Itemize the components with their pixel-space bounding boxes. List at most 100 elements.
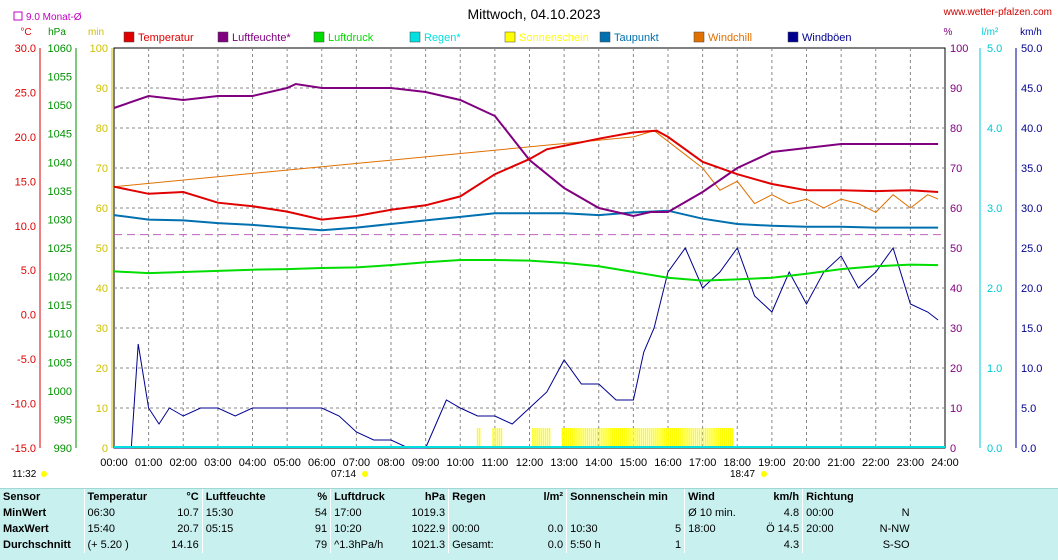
axis-ticks: 30.0 25.0 20.0 15.0 10.0 5.0 0.0 -5.0 -10.0 -15.0… xyxy=(11,43,1043,469)
sunrise-icon xyxy=(362,471,368,477)
time-tick-label: 24:00 xyxy=(931,457,959,469)
hum-tick-label: 100 xyxy=(950,43,968,55)
time-tick-label: 17:00 xyxy=(689,457,717,469)
temp-tick-label: 0.0 xyxy=(21,310,36,322)
temp-tick-label: -5.0 xyxy=(17,354,36,366)
row-label: MaxWert xyxy=(3,523,49,535)
temp-unit: °C xyxy=(20,27,31,38)
wind-tick-label: 50.0 xyxy=(1021,43,1042,55)
time-tick-label: 07:00 xyxy=(343,457,371,469)
hum-time xyxy=(201,537,269,553)
press-tick-label: 1035 xyxy=(48,186,72,198)
rain-value xyxy=(515,505,567,521)
legend-swatch xyxy=(787,31,799,43)
time-tick-label: 09:00 xyxy=(412,457,440,469)
time-tick-label: 02:00 xyxy=(169,457,197,469)
moonrise-icon xyxy=(41,471,47,477)
legend-swatch xyxy=(217,31,229,43)
legend: Temperatur Luftfeuchte* Luftdruck Regen* Son… xyxy=(123,31,852,44)
min-tick-label: 40 xyxy=(96,283,108,295)
series-line-luftdruck xyxy=(113,259,939,282)
press-tick-label: 1060 xyxy=(48,43,72,55)
hum-unit: % xyxy=(944,27,953,38)
site-link[interactable]: www.wetter-pfalzen.com xyxy=(943,7,1052,18)
chart-title: Mittwoch, 04.10.2023 xyxy=(467,6,600,22)
wind-value: Ö 14.5 xyxy=(766,523,800,535)
press-tick-label: 1020 xyxy=(48,272,72,284)
press-tick-label: 1045 xyxy=(48,129,72,141)
sun-time: 5:50 h xyxy=(566,537,629,553)
min-tick-label: 80 xyxy=(96,123,108,135)
sunshine-bars xyxy=(476,428,734,448)
temp-value: 14.16 xyxy=(171,539,199,551)
dir-value: S-SO xyxy=(882,539,910,551)
press-tick-label: 1050 xyxy=(48,100,72,112)
wind-tick-label: 25.0 xyxy=(1021,243,1042,255)
sun-value: 1 xyxy=(674,539,682,551)
press-time: ^1.3hPa/h xyxy=(330,537,391,553)
hum-value: 79 xyxy=(314,539,328,551)
time-tick-label: 19:00 xyxy=(758,457,786,469)
hum-tick-label: 90 xyxy=(950,83,962,95)
weather-chart: 30.0 25.0 20.0 15.0 10.0 5.0 0.0 -5.0 -10.0 -15.0… xyxy=(11,6,1052,480)
hdr-temp-unit: °C xyxy=(186,491,199,503)
rain-tick-label: 4.0 xyxy=(987,123,1002,135)
hdr-sensor: Sensor xyxy=(3,491,41,503)
legend-label: Temperatur xyxy=(138,32,194,44)
dir-value: N xyxy=(901,507,910,519)
statistics-table: Sensor Temperatur °C Luftfeuchte % Luftd… xyxy=(0,489,913,553)
rain-tick-label: 0.0 xyxy=(987,443,1002,455)
rain-time: 00:00 xyxy=(448,521,515,537)
legend-swatch xyxy=(599,31,611,43)
temp-time: 06:30 xyxy=(83,505,151,521)
sunrise-time: 07:14 xyxy=(331,469,356,480)
legend-label: Taupunkt xyxy=(614,32,659,44)
legend-label: Windchill xyxy=(708,32,752,44)
wind-time: 18:00 xyxy=(684,521,757,537)
rain-tick-label: 1.0 xyxy=(987,363,1002,375)
time-tick-label: 10:00 xyxy=(446,457,474,469)
series-line-temperatur xyxy=(113,129,939,221)
wind-tick-label: 15.0 xyxy=(1021,323,1042,335)
chart-canvas: 30.0 25.0 20.0 15.0 10.0 5.0 0.0 -5.0 -10.0 -15.0… xyxy=(11,6,1052,480)
hum-time: 05:15 xyxy=(201,521,269,537)
legend-swatch xyxy=(123,31,135,43)
sun-time xyxy=(566,505,629,521)
temp-value: 10.7 xyxy=(177,507,199,519)
hum-tick-label: 40 xyxy=(950,283,962,295)
hum-tick-label: 10 xyxy=(950,403,962,415)
min-tick-label: 30 xyxy=(96,323,108,335)
press-tick-label: 1055 xyxy=(48,72,72,84)
temp-tick-label: 15.0 xyxy=(15,176,36,188)
press-tick-label: 1025 xyxy=(48,243,72,255)
hum-tick-label: 60 xyxy=(950,203,962,215)
statistics-panel: Sensor Temperatur °C Luftfeuchte % Luftd… xyxy=(0,488,1058,560)
hdr-rain-unit: l/m² xyxy=(543,491,564,503)
min-unit: min xyxy=(88,27,104,38)
press-tick-label: 1005 xyxy=(48,357,72,369)
rain-time xyxy=(448,505,515,521)
time-tick-label: 23:00 xyxy=(897,457,925,469)
press-value: 1022.9 xyxy=(411,523,446,535)
temp-tick-label: -15.0 xyxy=(11,443,36,455)
stats-header-row: Sensor Temperatur °C Luftfeuchte % Luftd… xyxy=(0,489,913,505)
hum-tick-label: 80 xyxy=(950,123,962,135)
press-tick-label: 1015 xyxy=(48,300,72,312)
temp-tick-label: 30.0 xyxy=(15,43,36,55)
hum-tick-label: 50 xyxy=(950,243,962,255)
wind-tick-label: 45.0 xyxy=(1021,83,1042,95)
wind-value: 4.8 xyxy=(783,507,800,519)
temp-tick-label: 10.0 xyxy=(15,221,36,233)
min-tick-label: 10 xyxy=(96,403,108,415)
wind-tick-label: 35.0 xyxy=(1021,163,1042,175)
wind-tick-label: 40.0 xyxy=(1021,123,1042,135)
sunset-time: 18:47 xyxy=(730,469,755,480)
time-tick-label: 05:00 xyxy=(273,457,301,469)
sun-value xyxy=(629,505,685,521)
legend-label: Luftfeuchte* xyxy=(232,32,291,44)
time-tick-label: 15:00 xyxy=(620,457,648,469)
sunset-icon xyxy=(761,471,767,477)
time-tick-label: 14:00 xyxy=(585,457,613,469)
temp-value: 20.7 xyxy=(177,523,199,535)
hdr-hum: Luftfeuchte xyxy=(201,489,269,505)
